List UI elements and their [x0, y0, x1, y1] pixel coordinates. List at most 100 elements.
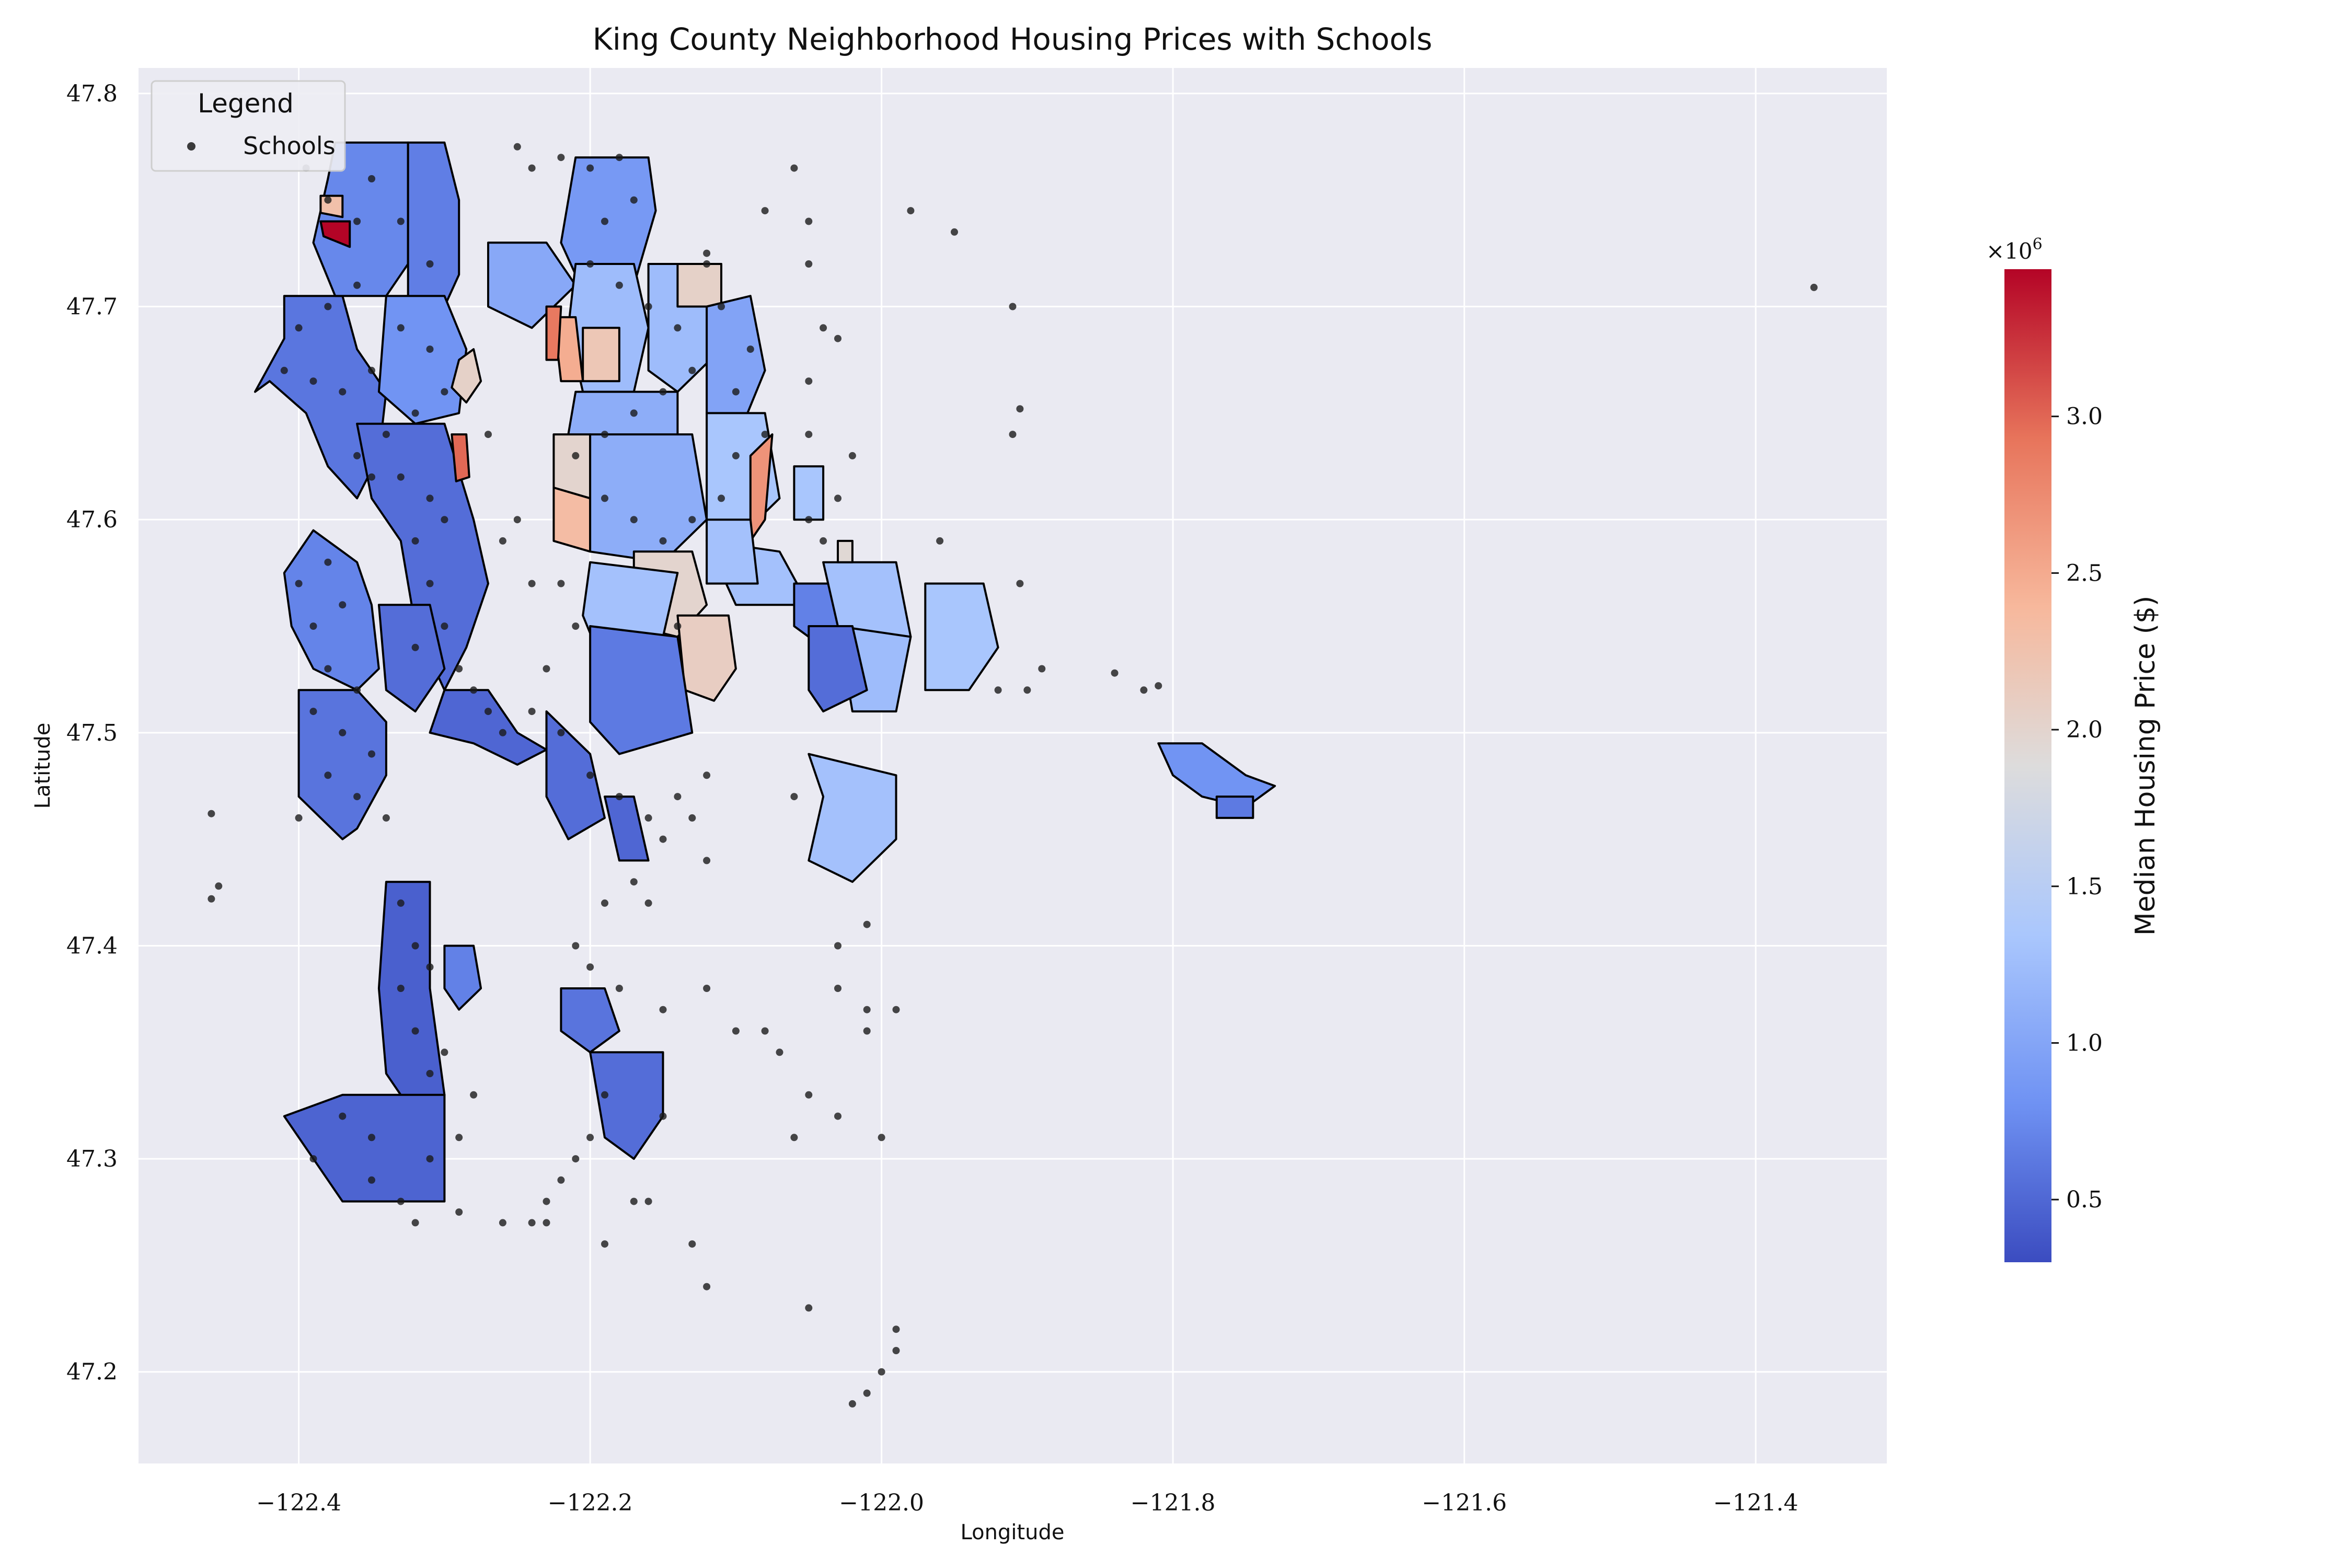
school-marker: [615, 985, 623, 992]
school-marker: [441, 1048, 448, 1056]
colorbar-ticks: 0.5 1.0 1.5 2.0 2.5 3.0: [2051, 403, 2103, 1213]
school-marker: [411, 1027, 419, 1035]
school-marker: [411, 409, 419, 417]
school-marker: [426, 260, 434, 268]
school-marker: [820, 537, 827, 545]
school-marker: [411, 537, 419, 545]
school-marker: [295, 814, 303, 822]
school-marker: [309, 708, 317, 716]
school-marker: [863, 1389, 871, 1397]
school-marker: [659, 835, 667, 843]
school-marker: [834, 1112, 841, 1120]
school-marker: [499, 729, 506, 736]
neighborhood-region: [808, 753, 897, 883]
school-marker: [863, 1006, 871, 1013]
school-marker: [455, 1134, 463, 1142]
school-marker: [601, 217, 608, 225]
school-marker: [1155, 682, 1162, 690]
neighborhood-region: [582, 327, 620, 383]
x-tick-label: −121.6: [1422, 1490, 1507, 1516]
school-marker: [309, 1155, 317, 1163]
school-marker: [441, 388, 448, 396]
neighborhood-region: [589, 1051, 664, 1160]
school-marker: [834, 985, 841, 992]
school-marker: [630, 878, 638, 886]
neighborhood-region: [706, 295, 766, 425]
colorbar-tick-label: 2.5: [2066, 560, 2103, 586]
school-marker: [644, 899, 652, 907]
school-marker: [805, 377, 813, 385]
x-tick-label: −121.8: [1131, 1490, 1216, 1516]
school-marker: [1009, 431, 1017, 439]
school-marker: [732, 452, 740, 459]
school-marker: [630, 1197, 638, 1205]
school-marker: [309, 377, 317, 385]
y-tick-label: 47.2: [66, 1359, 118, 1386]
school-marker: [688, 366, 696, 374]
school-marker: [586, 164, 594, 172]
school-marker: [586, 963, 594, 971]
school-marker: [892, 1347, 900, 1354]
school-marker: [805, 516, 813, 524]
school-marker: [324, 196, 332, 204]
school-marker: [951, 228, 958, 236]
legend-title: Legend: [198, 88, 294, 119]
school-marker: [834, 942, 841, 950]
school-marker: [761, 1027, 769, 1035]
school-marker: [878, 1134, 885, 1142]
school-marker: [615, 281, 623, 289]
school-marker: [688, 516, 696, 524]
school-marker: [397, 899, 405, 907]
school-marker: [513, 143, 521, 151]
school-marker: [659, 1006, 667, 1013]
school-marker: [746, 345, 754, 353]
school-marker: [1038, 665, 1046, 673]
school-marker: [368, 175, 375, 182]
school-marker: [207, 895, 215, 903]
school-marker: [426, 580, 434, 587]
neighborhood-region: [1157, 742, 1276, 809]
school-marker: [805, 217, 813, 225]
school-marker: [397, 1197, 405, 1205]
plot-area: [139, 68, 1887, 1463]
neighborhood-region: [443, 944, 482, 1011]
colorbar: 0.5 1.0 1.5 2.0 2.5 3.0 ×106 Median Housing P…: [1986, 235, 2161, 1262]
neighborhood-region: [793, 465, 825, 521]
neighborhood-region: [604, 795, 650, 862]
school-marker: [353, 686, 361, 694]
school-marker: [528, 708, 536, 716]
colorbar-tick-label: 1.5: [2066, 873, 2103, 900]
school-marker: [572, 452, 580, 459]
colorbar-gradient: [2004, 269, 2051, 1262]
school-marker: [761, 431, 769, 439]
neighborhood-region: [924, 582, 999, 691]
school-marker: [353, 793, 361, 801]
school-marker: [761, 207, 769, 215]
school-marker: [426, 494, 434, 502]
school-marker: [339, 388, 347, 396]
y-axis-ticks: 47.2 47.3 47.4 47.5 47.6 47.7 47.8: [66, 80, 118, 1386]
school-marker: [892, 1006, 900, 1013]
neighborhood-region: [297, 689, 387, 840]
school-marker: [601, 431, 608, 439]
school-marker: [572, 1155, 580, 1163]
legend-school-marker: [187, 142, 195, 151]
neighborhood-region: [808, 625, 868, 713]
school-marker: [790, 1134, 798, 1142]
school-marker: [703, 1283, 711, 1290]
school-marker: [703, 857, 711, 864]
school-marker: [426, 963, 434, 971]
school-marker: [411, 942, 419, 950]
neighborhood-region: [545, 305, 562, 361]
school-marker: [732, 388, 740, 396]
school-marker: [470, 686, 478, 694]
school-marker: [280, 366, 288, 374]
school-marker: [368, 1176, 375, 1184]
chart-title: King County Neighborhood Housing Prices …: [593, 21, 1433, 57]
school-marker: [1016, 580, 1024, 587]
neighborhood-regions: [254, 141, 1276, 1203]
school-marker: [892, 1325, 900, 1333]
school-marker: [397, 217, 405, 225]
school-marker: [820, 324, 827, 332]
